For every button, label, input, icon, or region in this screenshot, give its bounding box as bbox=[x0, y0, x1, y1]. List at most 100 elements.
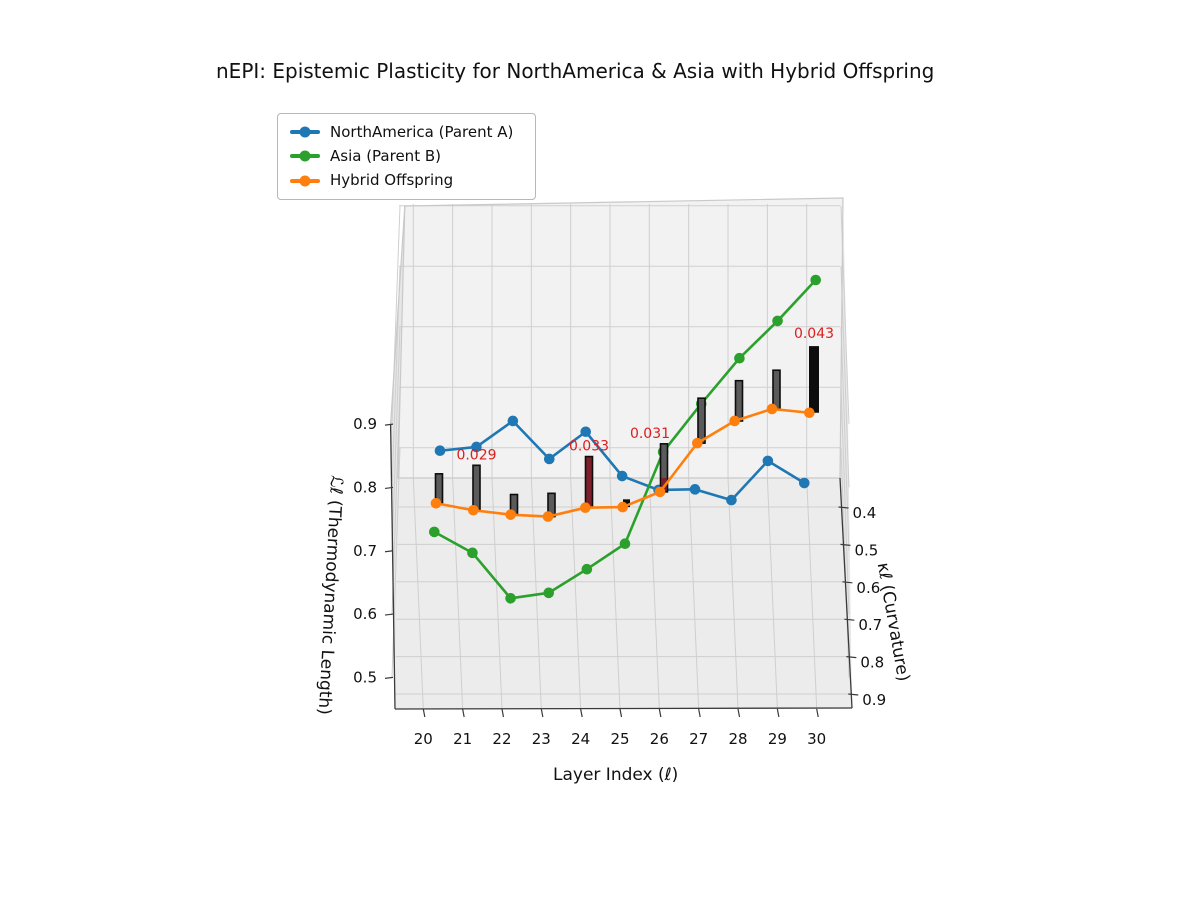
legend: NorthAmerica (Parent A) Asia (Parent B) … bbox=[277, 113, 536, 200]
nepi-bar bbox=[623, 499, 630, 508]
z-tick bbox=[384, 550, 394, 553]
back-wall-pane bbox=[398, 198, 843, 478]
x-tick bbox=[776, 708, 780, 718]
right-sliver-grid-z bbox=[840, 326, 850, 551]
kappa-tick bbox=[848, 693, 859, 696]
kappa-tick-label: 0.9 bbox=[862, 691, 886, 709]
floor-grid-layer bbox=[570, 477, 582, 710]
z-tick-label: 0.8 bbox=[353, 478, 377, 496]
kappa-tick-label: 0.5 bbox=[854, 541, 878, 559]
back-wall-edge bbox=[397, 197, 844, 479]
legend-marker-dot bbox=[299, 126, 311, 138]
x-tick-label: 21 bbox=[453, 730, 472, 748]
legend-item-label: NorthAmerica (Parent A) bbox=[330, 122, 514, 141]
series-hybrid-marker bbox=[580, 502, 591, 514]
x-tick-label: 30 bbox=[807, 730, 826, 748]
series-hybrid-marker bbox=[468, 504, 479, 516]
x-tick-label: 26 bbox=[650, 730, 669, 748]
series-northamerica-marker bbox=[689, 484, 701, 495]
floor-grid-layer bbox=[688, 477, 700, 710]
z-tick bbox=[384, 423, 394, 426]
kappa-tick-label: 0.7 bbox=[858, 616, 882, 634]
x-tick-label: 25 bbox=[610, 730, 629, 748]
floor-grid-layer bbox=[491, 477, 503, 710]
nepi-annotation: 0.033 bbox=[569, 439, 609, 455]
nepi-annotation: 0.031 bbox=[630, 426, 670, 442]
nepi-bar bbox=[734, 379, 744, 422]
floor-grid-layer bbox=[766, 477, 778, 710]
kappa-tick-label: 0.6 bbox=[856, 579, 880, 597]
legend-line-swatch bbox=[290, 126, 320, 138]
x-tick-label: 27 bbox=[689, 730, 708, 748]
nepi-bar bbox=[584, 455, 594, 509]
nepi-bar-red-cap bbox=[661, 477, 667, 491]
z-tick-label: 0.5 bbox=[353, 668, 377, 686]
x-tick-label: 24 bbox=[571, 730, 590, 748]
legend-item-label: Hybrid Offspring bbox=[330, 171, 454, 190]
x-axis-line bbox=[394, 707, 853, 710]
series-northamerica-marker bbox=[799, 477, 810, 489]
chart-title: nEPI: Epistemic Plasticity for NorthAmer… bbox=[216, 59, 935, 83]
kappa-tick bbox=[838, 506, 849, 509]
x-tick bbox=[737, 708, 741, 718]
kappa-tick-label: 0.4 bbox=[853, 504, 877, 522]
kappa-tick bbox=[840, 543, 851, 546]
series-asia-marker bbox=[810, 274, 821, 286]
z-axis-line bbox=[389, 423, 396, 710]
z-tick bbox=[384, 676, 394, 679]
floor-grid-layer bbox=[648, 477, 660, 710]
series-northamerica-marker bbox=[762, 455, 774, 467]
x-tick-label: 20 bbox=[414, 730, 433, 748]
series-asia-marker bbox=[543, 587, 555, 599]
series-asia-marker bbox=[581, 563, 593, 575]
series-hybrid-marker bbox=[804, 407, 815, 419]
x-tick-label: 22 bbox=[492, 730, 511, 748]
y-axis-line bbox=[839, 477, 853, 709]
nepi-bar bbox=[772, 369, 781, 410]
left-sliver-grid-z bbox=[391, 326, 401, 551]
x-tick bbox=[816, 708, 819, 718]
x-tick bbox=[619, 708, 623, 718]
floor-pane bbox=[395, 478, 852, 709]
floor-grid-layer bbox=[727, 477, 739, 710]
floor-grid-layer bbox=[806, 477, 818, 710]
legend-line-swatch bbox=[290, 175, 320, 187]
x-tick bbox=[501, 708, 505, 718]
series-hybrid-marker bbox=[542, 511, 554, 522]
right-sliver-grid-z bbox=[840, 387, 850, 615]
kappa-tick bbox=[846, 656, 857, 659]
x-tick-label: 29 bbox=[768, 730, 787, 748]
legend-item-northamerica: NorthAmerica (Parent A) bbox=[290, 120, 525, 144]
series-asia-marker bbox=[734, 352, 745, 364]
kappa-tick bbox=[844, 618, 855, 621]
kappa-tick bbox=[842, 581, 853, 584]
x-tick bbox=[540, 708, 544, 718]
floor-grid-layer bbox=[609, 477, 621, 710]
series-northamerica-marker bbox=[543, 453, 555, 465]
series-northamerica-marker bbox=[471, 441, 482, 453]
z-tick bbox=[384, 486, 394, 490]
x-axis-label: Layer Index (ℓ) bbox=[553, 765, 679, 785]
x-tick-label: 23 bbox=[532, 730, 551, 748]
series-hybrid-marker bbox=[617, 501, 628, 513]
series-hybrid-marker bbox=[692, 437, 703, 449]
series-asia-marker bbox=[772, 315, 783, 327]
x-tick-label: 28 bbox=[728, 730, 747, 748]
z-tick-label: 0.9 bbox=[353, 415, 377, 433]
series-northamerica-marker bbox=[580, 426, 592, 438]
series-hybrid-marker bbox=[505, 509, 516, 520]
nepi-bar bbox=[809, 346, 819, 413]
series-asia-marker bbox=[505, 593, 516, 604]
series-northamerica-marker bbox=[616, 470, 628, 482]
series-hybrid-marker bbox=[729, 415, 740, 427]
legend-marker-dot bbox=[299, 175, 311, 187]
x-tick bbox=[698, 708, 701, 718]
nepi-bar bbox=[472, 464, 481, 512]
legend-line-swatch bbox=[290, 150, 320, 162]
z-tick-label: 0.7 bbox=[353, 542, 377, 560]
x-tick bbox=[422, 708, 426, 718]
series-asia-marker bbox=[467, 547, 478, 559]
z-tick-label: 0.6 bbox=[353, 605, 377, 623]
x-tick bbox=[462, 708, 465, 718]
